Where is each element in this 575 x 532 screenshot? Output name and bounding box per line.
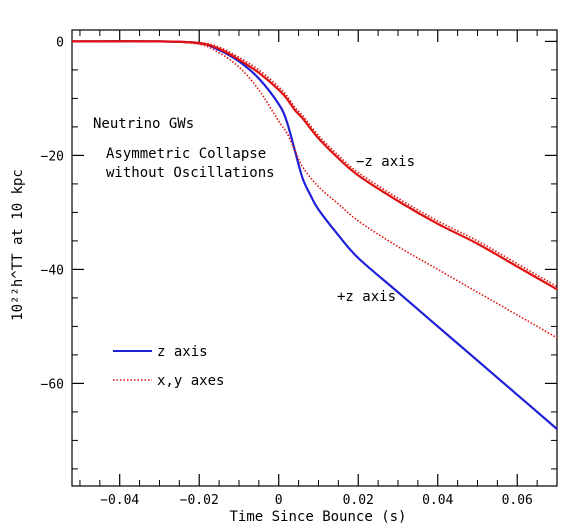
tick-labels: −0.04 −0.02 0 0.02 0.04 0.06 0 −20 −40 −60: [41, 35, 533, 508]
annotation-neutrino-gws: Neutrino GWs: [93, 116, 194, 132]
annotation-asymmetric-collapse: Asymmetric Collapse: [106, 146, 266, 162]
x-axis-label: Time Since Bounce (s): [229, 509, 406, 525]
axis-ticks: [72, 30, 558, 486]
y-tick-label: 0: [56, 35, 64, 50]
legend: z axis x,y axes: [113, 344, 224, 389]
x-tick-label: 0.04: [422, 493, 453, 508]
annotation-without-oscillations: without Oscillations: [106, 165, 275, 181]
y-axis-label: 10²²h^TT at 10 kpc: [10, 169, 26, 321]
curves: [71, 40, 558, 430]
annotation-plus-z-axis: +z axis: [337, 289, 396, 305]
series-line-plus-z-xy-axes: [71, 40, 558, 339]
series-line-minus-z-z-axis: [71, 40, 558, 291]
x-tick-label: 0.06: [502, 493, 533, 508]
series-line-minus-z-xy-axes: [71, 40, 558, 288]
annotation-minus-z-axis: −z axis: [356, 154, 415, 170]
x-tick-label: −0.04: [100, 493, 139, 508]
x-tick-label: 0.02: [343, 493, 374, 508]
y-tick-label: −60: [41, 377, 64, 392]
x-tick-label: 0: [275, 493, 283, 508]
legend-label-z-axis: z axis: [157, 344, 208, 360]
y-tick-label: −40: [41, 263, 64, 278]
legend-label-xy-axes: x,y axes: [157, 373, 224, 389]
plot-frame: [71, 29, 558, 487]
y-tick-label: −20: [41, 149, 64, 164]
series-line-plus-z-z-axis: [71, 40, 558, 430]
x-tick-label: −0.02: [180, 493, 219, 508]
